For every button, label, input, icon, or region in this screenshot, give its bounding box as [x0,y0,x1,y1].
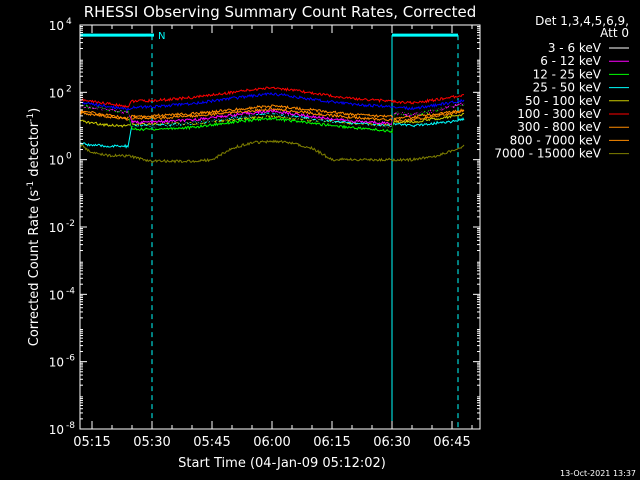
legend-label: 6 - 12 keV [540,54,602,68]
x-tick-label: 06:00 [253,435,290,450]
x-tick-label: 06:30 [373,435,410,450]
legend-header-line-2: Att 0 [600,26,629,40]
legend-label: 800 - 7000 keV [510,133,602,147]
legend-label: 25 - 50 keV [533,81,602,95]
x-tick-label: 06:45 [433,435,470,450]
legend-label: 12 - 25 keV [533,67,602,81]
x-axis-label: Start Time (04-Jan-09 05:12:02) [178,456,386,471]
y-tick-label-exponent: -6 [66,354,75,364]
x-tick-label: 05:15 [73,435,110,450]
series-line-800-7000-kev [79,107,465,123]
y-tick-label-exponent: 4 [66,17,72,27]
y-axis-label: Corrected Count Rate (s-1 detector-1) [26,108,42,346]
legend-label: 50 - 100 keV [525,94,602,108]
legend-label: 300 - 800 keV [517,120,601,134]
y-tick-label: 10 [49,356,64,370]
series-line-3-6-kev [79,103,465,129]
x-axis: 05:15 05:30 05:45 06:00 06:15 06:30 06:45 [73,25,473,450]
y-tick-label: 10 [49,423,64,437]
y-tick-label: 10 [49,288,64,302]
y-tick-label: 10 [49,221,64,235]
flag-label: N [158,31,165,42]
y-tick-label-exponent: -2 [66,219,75,229]
y-tick-label: 10 [49,19,64,33]
legend-label: 100 - 300 keV [517,107,601,121]
series-line-blue [79,92,465,112]
plot-area: N [79,31,465,429]
y-tick-label-exponent: -8 [66,421,75,431]
legend-label: 7000 - 15000 keV [494,147,601,161]
y-tick-label-exponent: 0 [66,152,72,162]
series-line-300-800-kev [79,104,465,120]
footer-timestamp: 13-Oct-2021 13:37 [560,469,636,478]
series-line-100-300-kev [79,86,464,109]
x-tick-label: 05:30 [133,435,170,450]
y-tick-label-exponent: -4 [66,286,75,296]
chart-title: RHESSI Observing Summary Count Rates, Co… [84,3,477,21]
x-tick-label: 05:45 [193,435,230,450]
series-line-50-100-kev [79,112,465,129]
series-line-7000-15000-kev [79,139,465,164]
y-tick-label: 10 [49,86,64,100]
y-tick-label-exponent: 2 [66,84,72,94]
y-tick-label: 10 [49,154,64,168]
x-tick-label: 06:15 [313,435,350,450]
legend-header-line-1: Det 1,3,4,5,6,9, [535,14,629,28]
legend-label: 3 - 6 keV [548,41,602,55]
